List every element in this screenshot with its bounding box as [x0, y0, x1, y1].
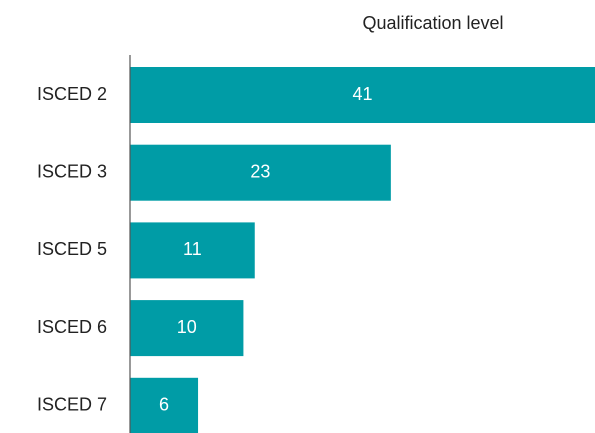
y-tick-label: ISCED 6 — [37, 317, 107, 337]
y-tick-label: ISCED 3 — [37, 161, 107, 181]
bar — [130, 67, 595, 123]
value-label: 11 — [183, 239, 202, 259]
chart-title: Qualification level — [362, 13, 503, 33]
value-label: 10 — [177, 317, 197, 337]
value-label: 6 — [159, 395, 169, 415]
bar — [130, 222, 255, 279]
y-tick-label: ISCED 5 — [37, 239, 107, 259]
bar — [130, 377, 199, 433]
bar — [130, 144, 391, 201]
value-label: 41 — [352, 84, 372, 104]
y-tick-label: ISCED 7 — [37, 395, 107, 415]
value-label: 23 — [250, 161, 270, 181]
bar — [130, 300, 244, 357]
y-tick-label: ISCED 2 — [37, 84, 107, 104]
